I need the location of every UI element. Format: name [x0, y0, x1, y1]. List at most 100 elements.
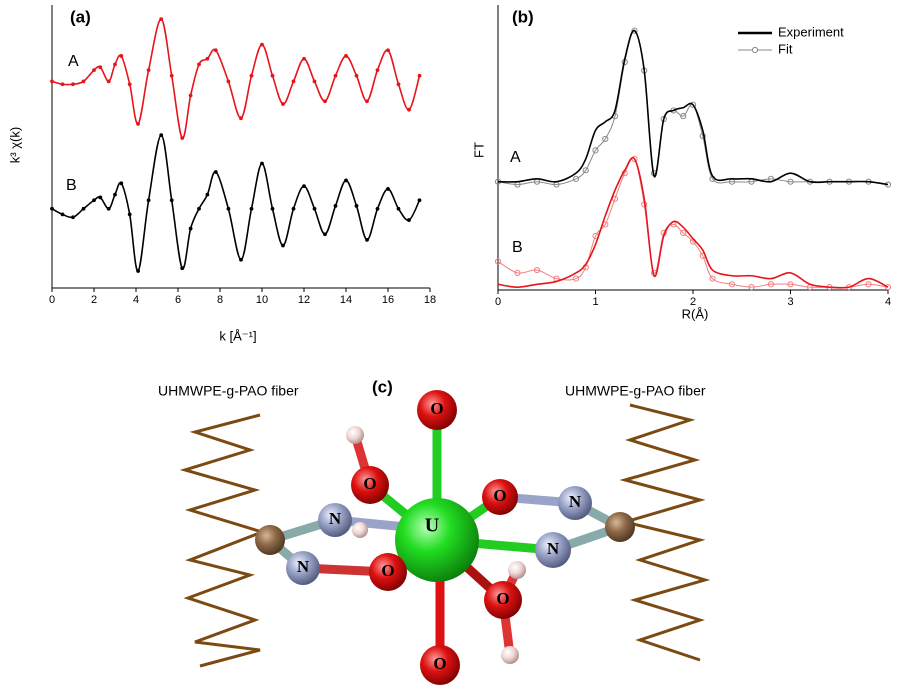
- atom-label: N: [297, 557, 310, 576]
- x-tick-label: 6: [175, 294, 181, 306]
- data-point: [119, 181, 124, 186]
- data-point: [323, 99, 327, 104]
- atom-label: O: [363, 474, 376, 493]
- data-point: [396, 82, 401, 87]
- data-point: [81, 206, 86, 211]
- x-tick-label: 18: [424, 294, 436, 306]
- fiber-right: [619, 403, 711, 662]
- data-point: [748, 284, 755, 291]
- data-point: [50, 79, 54, 84]
- data-point: [787, 178, 794, 185]
- data-line: [497, 157, 889, 289]
- data-point: [81, 79, 86, 84]
- data-point: [270, 73, 275, 78]
- data-point: [60, 212, 65, 217]
- data-point: [136, 269, 141, 273]
- data-point: [113, 62, 117, 67]
- data-line: [497, 29, 889, 186]
- uranium: [395, 498, 479, 582]
- data-point: [71, 215, 75, 220]
- molecule-diagram: (c) UHMWPE-g-PAO fiber UHMWPE-g-PAO fibe…: [158, 377, 711, 685]
- data-point: [197, 206, 201, 211]
- plots: (a)k [Å⁻¹]k³ χ(k)0 2 4 6 8 10 12 14 16 18AB(b)R(Å…: [7, 5, 892, 343]
- data-point: [71, 82, 75, 87]
- data-point: [169, 73, 174, 78]
- data-point: [767, 281, 775, 288]
- data-point: [113, 192, 117, 197]
- hydrogen: [346, 426, 364, 444]
- data-point: [169, 198, 174, 203]
- x-tick-label: 0: [49, 294, 55, 306]
- data-point: [226, 79, 231, 84]
- data-point: [333, 204, 338, 208]
- data-point: [92, 198, 96, 203]
- data-point: [407, 218, 411, 222]
- data-point: [92, 68, 96, 72]
- data-point: [344, 54, 348, 58]
- data-point: [291, 206, 296, 211]
- data-point: [323, 232, 327, 237]
- x-tick-label: 2: [91, 294, 97, 306]
- data-point: [354, 204, 359, 208]
- data-point: [213, 170, 218, 174]
- x-tick-label: 0: [495, 296, 501, 308]
- data-point: [680, 113, 687, 120]
- data-point: [136, 121, 141, 126]
- data-point: [417, 73, 422, 78]
- x-tick-label: 8: [217, 294, 223, 306]
- atom-label: O: [493, 486, 506, 505]
- nitrogen: [318, 503, 352, 537]
- x-tick-label: 14: [340, 294, 352, 306]
- data-point: [98, 195, 103, 200]
- data-point: [291, 79, 296, 84]
- data-point: [884, 284, 892, 291]
- data-point: [333, 73, 338, 78]
- data-point: [213, 48, 218, 53]
- data-point: [689, 101, 697, 108]
- data-point: [865, 281, 872, 288]
- carbon: [605, 512, 635, 542]
- fiber-chain: [179, 403, 711, 668]
- data-point: [188, 226, 193, 231]
- data-point: [180, 266, 185, 271]
- hydrogen: [508, 561, 526, 579]
- atoms: [255, 390, 635, 685]
- atom-label: N: [569, 492, 582, 511]
- data-line: [497, 157, 889, 288]
- data-point: [146, 198, 151, 203]
- curve-label: B: [66, 177, 77, 194]
- atom-label: O: [430, 399, 443, 418]
- nitrogen: [535, 532, 571, 568]
- data-point: [302, 56, 306, 61]
- panel-label: (a): [70, 7, 91, 26]
- data-point: [226, 206, 231, 211]
- atom-label: O: [496, 589, 509, 608]
- fiber-label: UHMWPE-g-PAO fiber: [565, 383, 706, 399]
- oxygen: [484, 581, 522, 619]
- x-axis-label: R(Å): [682, 306, 709, 321]
- x-tick-label: 4: [885, 296, 891, 308]
- data-point: [50, 206, 54, 211]
- data-point: [312, 206, 317, 211]
- data-point: [572, 275, 580, 282]
- data-point: [197, 62, 201, 67]
- oxygen: [420, 645, 460, 685]
- legend-label: Fit: [778, 41, 793, 56]
- atom-labels: U O O O O O O N N N N: [297, 399, 582, 673]
- curve-label: A: [510, 149, 521, 166]
- fiber-label: UHMWPE-g-PAO fiber: [158, 383, 299, 399]
- data-point: [709, 275, 716, 282]
- data-point: [592, 147, 599, 154]
- panel-label: (c): [372, 377, 393, 396]
- x-tick-label: 16: [382, 294, 394, 306]
- nitrogen: [558, 486, 592, 520]
- data-point: [205, 56, 210, 61]
- data-point: [312, 79, 317, 84]
- data-point: [365, 99, 369, 104]
- x-tick-label: 3: [787, 296, 793, 308]
- data-point: [494, 258, 502, 265]
- oxygen: [369, 553, 407, 591]
- legend-marker: [751, 46, 759, 54]
- data-point: [386, 48, 390, 53]
- data-point: [407, 107, 411, 112]
